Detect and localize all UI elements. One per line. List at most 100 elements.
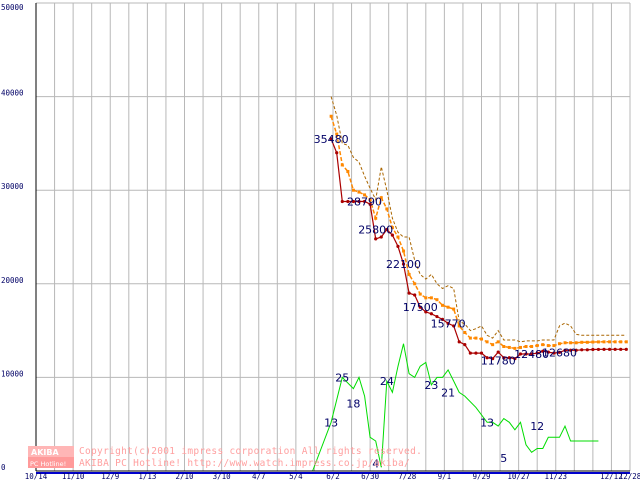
series-point-average	[446, 305, 450, 309]
x-tick-label: 6/2	[326, 472, 340, 480]
x-tick-label: 4/7	[252, 472, 266, 480]
series-point-lowest	[619, 347, 623, 351]
series-point-average	[557, 342, 561, 346]
series-point-lowest	[563, 348, 567, 352]
series-point-average	[608, 340, 612, 344]
x-tick-label: 9/1	[438, 472, 452, 480]
data-label: 5	[500, 452, 507, 465]
series-point-lowest	[585, 348, 589, 352]
series-point-average	[396, 235, 400, 239]
logo-top-text: AKIBA	[31, 448, 59, 457]
copyright-line: Copyright(c)2001 impress corporation All…	[79, 446, 422, 457]
x-tick-label: 6/30	[361, 472, 380, 480]
series-point-average	[535, 344, 539, 348]
series-point-average	[468, 336, 472, 340]
x-tick-label: 10/27	[507, 472, 530, 480]
series-point-average	[363, 193, 367, 197]
series-point-average	[480, 337, 483, 341]
site-url-line: AKIBA PC Hotline! http://www.watch.impre…	[79, 458, 410, 469]
series-point-lowest	[440, 317, 445, 321]
series-point-average	[402, 249, 406, 253]
data-label: 35480	[314, 133, 349, 146]
series-point-average	[507, 345, 511, 349]
series-point-average	[524, 345, 528, 349]
series-point-average	[335, 132, 339, 136]
series-point-average	[619, 340, 623, 344]
series-point-average	[457, 324, 461, 328]
series-point-lowest	[607, 347, 612, 351]
logo-bottom-text: PC Hotline!	[30, 460, 66, 468]
series-point-average	[546, 344, 550, 348]
watermark: AKIBA PC Hotline! Copyright(c)2001 impre…	[28, 446, 422, 469]
series-point-average	[424, 296, 428, 300]
series-point-average	[452, 307, 456, 311]
x-tick-label: 2/10	[175, 472, 194, 480]
series-point-lowest	[362, 199, 367, 204]
series-point-lowest	[429, 312, 433, 316]
series-point-average	[552, 344, 556, 348]
series-point-average	[613, 340, 617, 344]
data-label: 13	[480, 416, 494, 429]
series-point-average	[596, 340, 600, 344]
series-point-average	[379, 196, 383, 200]
data-label: 28790	[347, 196, 382, 209]
x-tick-label: 7/28	[398, 472, 417, 480]
x-tick-label: 12/9	[101, 472, 119, 480]
series-point-lowest	[463, 343, 467, 347]
series-point-average	[351, 188, 355, 192]
series-point-lowest	[379, 235, 383, 239]
series-point-average	[580, 340, 584, 344]
series-point-lowest	[457, 340, 461, 344]
x-tick-label: 9/29	[472, 472, 490, 480]
x-tick-label: 12/12	[600, 472, 623, 480]
series-point-lowest	[580, 348, 584, 352]
series-point-average	[357, 190, 361, 194]
series-point-average	[585, 340, 589, 344]
y-tick-label: 0	[1, 463, 6, 472]
series-point-average	[368, 198, 372, 202]
y-tick-label: 10000	[1, 369, 24, 378]
series-point-lowest	[518, 352, 523, 356]
series-point-average	[441, 303, 445, 307]
series-point-average	[463, 330, 467, 334]
data-label: 25800	[358, 224, 393, 237]
series-point-lowest	[413, 293, 417, 297]
series-point-average	[513, 346, 517, 350]
series-layer	[312, 96, 628, 472]
series-point-lowest	[479, 351, 484, 355]
x-tick-label: 1/13	[138, 472, 156, 480]
series-point-lowest	[524, 352, 528, 356]
series-point-lowest	[340, 199, 344, 204]
data-label: 23	[424, 379, 438, 392]
data-label: 21	[441, 386, 455, 399]
series-point-lowest	[535, 351, 539, 355]
series-point-average	[491, 343, 495, 347]
series-point-average	[485, 340, 489, 344]
series-point-average	[518, 345, 522, 349]
series-point-average	[496, 340, 500, 344]
series-point-average	[413, 282, 417, 286]
series-point-average	[541, 343, 545, 347]
x-tick-label: 10/14	[25, 472, 48, 480]
x-tick-label: 3/10	[213, 472, 232, 480]
data-label: 25	[335, 371, 349, 384]
data-label: 15770	[431, 317, 466, 330]
series-point-lowest	[485, 356, 489, 360]
data-label: 12680	[542, 346, 577, 359]
series-point-average	[390, 226, 394, 230]
x-tick-label: 12/28	[619, 472, 640, 480]
data-label: 18	[346, 398, 360, 411]
series-point-lowest	[530, 352, 534, 356]
data-label: 22100	[386, 258, 421, 271]
y-tick-label: 50000	[1, 3, 24, 12]
series-point-average	[418, 292, 422, 296]
series-point-lowest	[596, 347, 601, 352]
data-label: 24	[380, 375, 394, 388]
series-point-lowest	[435, 314, 439, 319]
series-point-average	[574, 341, 578, 345]
series-point-lowest	[569, 348, 573, 352]
series-point-lowest	[502, 356, 506, 360]
series-point-lowest	[351, 199, 356, 204]
series-point-lowest	[557, 350, 562, 354]
